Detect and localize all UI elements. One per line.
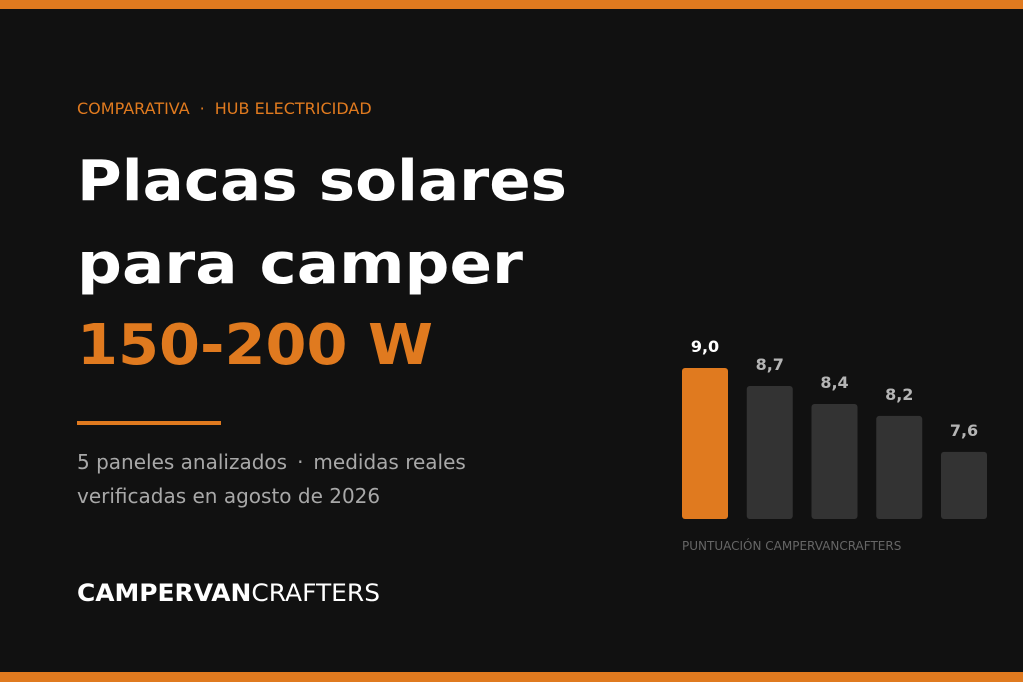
bar xyxy=(941,451,987,519)
value-label: 8,4 xyxy=(820,373,848,392)
bar xyxy=(682,368,728,519)
bar xyxy=(876,415,923,519)
bar-chart: 9,0 8,7 8,4 8,2 7,6 xyxy=(682,337,987,519)
bottom-stripe xyxy=(0,672,1023,682)
chart-caption: PUNTUACIÓN CAMPERVANCRAFTERS xyxy=(682,538,901,553)
kicker: COMPARATIVA · HUB ELECTRICIDAD xyxy=(77,99,372,118)
subtitle-line: 5 paneles analizados · medidas reales xyxy=(77,450,466,474)
divider xyxy=(77,421,221,425)
top-stripe xyxy=(0,0,1023,9)
title-line: para camper xyxy=(77,232,523,297)
bar xyxy=(811,403,858,519)
title-highlight: 150-200 W xyxy=(77,313,433,378)
bar xyxy=(746,385,793,519)
value-label: 7,6 xyxy=(950,421,978,440)
value-label: 8,7 xyxy=(756,355,784,374)
kicker-right: HUB ELECTRICIDAD xyxy=(215,99,372,118)
subtitle-line: verificadas en agosto de 2026 xyxy=(77,484,380,508)
value-label: 9,0 xyxy=(691,337,719,356)
brand: CAMPERVAN CRAFTERS xyxy=(77,579,380,607)
subtitle-separator: · xyxy=(297,450,303,474)
brand-light: CRAFTERS xyxy=(251,579,380,607)
subtitle-part: 5 paneles analizados xyxy=(77,450,287,474)
value-label: 8,2 xyxy=(885,385,913,404)
title-line: Placas solares xyxy=(77,149,567,214)
kicker-left: COMPARATIVA xyxy=(77,99,190,118)
subtitle-part: medidas reales xyxy=(313,450,465,474)
kicker-separator: · xyxy=(200,99,205,118)
brand-bold: CAMPERVAN xyxy=(77,579,251,607)
